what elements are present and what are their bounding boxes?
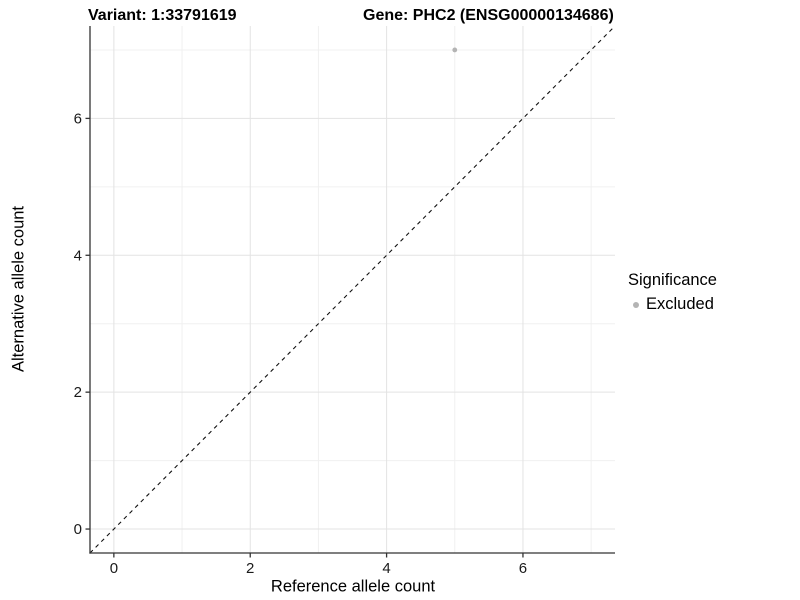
y-tick-label: 0 — [74, 521, 82, 538]
data-point — [452, 47, 458, 53]
y-tick-label: 2 — [74, 384, 82, 401]
plot-title-variant: Variant: 1:33791619 — [88, 7, 237, 24]
legend-title: Significance — [628, 271, 717, 289]
y-tick-label: 4 — [74, 247, 82, 264]
y-axis-title: Alternative allele count — [9, 205, 28, 373]
x-tick-label: 4 — [382, 560, 390, 577]
y-tick-label: 6 — [74, 110, 82, 127]
x-tick-label: 0 — [110, 560, 118, 577]
x-tick-label: 6 — [519, 560, 527, 577]
identity-reference-line — [89, 25, 616, 554]
plot-title-gene: Gene: PHC2 (ENSG00000134686) — [363, 7, 614, 24]
legend-entry-excluded: Excluded — [628, 295, 717, 314]
legend: Significance Excluded — [628, 271, 717, 314]
x-axis-title: Reference allele count — [270, 577, 436, 596]
legend-key-dot-icon — [633, 301, 639, 308]
x-tick-label: 2 — [246, 560, 254, 577]
legend-entry-label: Excluded — [646, 295, 714, 313]
